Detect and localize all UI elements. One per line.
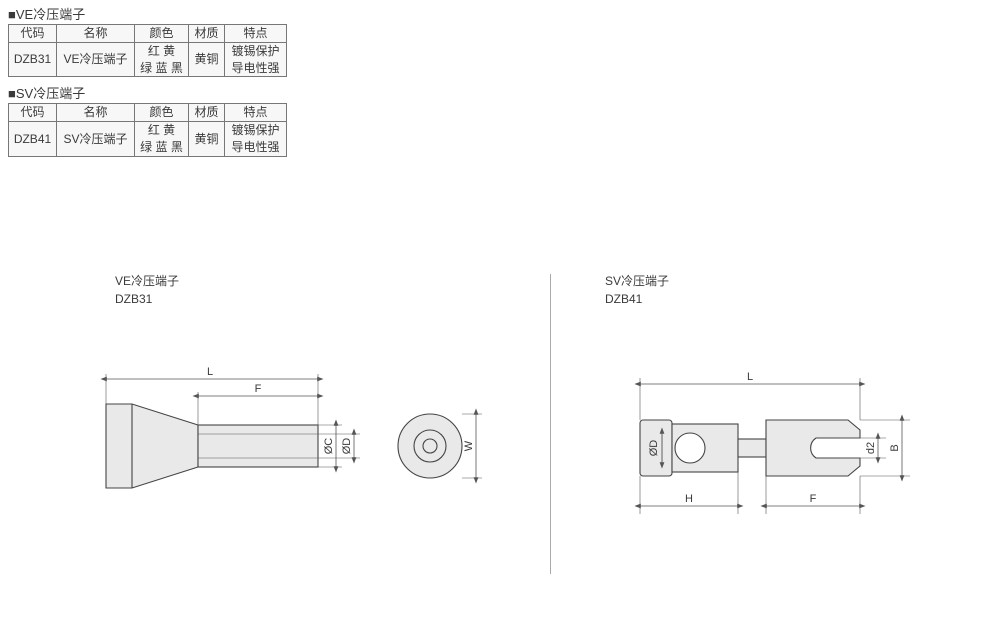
diagram2-svg: L H F ØD d2 B: [590, 344, 970, 544]
cell-name: SV冷压端子: [57, 122, 135, 157]
cell-code: DZB31: [9, 42, 57, 77]
svg-text:L: L: [207, 366, 213, 378]
svg-text:d2: d2: [865, 442, 877, 454]
svg-text:W: W: [463, 440, 475, 451]
table-row: DZB31 VE冷压端子 红 黄绿 蓝 黑 黄铜 镀锡保护导电性强: [9, 42, 287, 77]
spec-table-sv: 代码 名称 颜色 材质 特点 DZB41 SV冷压端子 红 黄绿 蓝 黑 黄铜 …: [8, 103, 287, 156]
col-color: 颜色: [135, 25, 189, 43]
table-header-row: 代码 名称 颜色 材质 特点: [9, 104, 287, 122]
svg-text:ØC: ØC: [323, 438, 335, 455]
cell-feature: 镀锡保护导电性强: [225, 122, 287, 157]
svg-text:H: H: [685, 493, 693, 505]
col-feature: 特点: [225, 25, 287, 43]
section1-title: VE冷压端子: [8, 4, 992, 23]
table-header-row: 代码 名称 颜色 材质 特点: [9, 25, 287, 43]
cell-code: DZB41: [9, 122, 57, 157]
svg-text:B: B: [889, 444, 901, 451]
col-code: 代码: [9, 104, 57, 122]
section2-title: SV冷压端子: [8, 83, 992, 102]
cell-feature: 镀锡保护导电性强: [225, 42, 287, 77]
cell-material: 黄铜: [189, 42, 225, 77]
spec-table-ve: 代码 名称 颜色 材质 特点 DZB31 VE冷压端子 红 黄绿 蓝 黑 黄铜 …: [8, 24, 287, 77]
cell-color: 红 黄绿 蓝 黑: [135, 122, 189, 157]
svg-text:F: F: [255, 383, 262, 395]
svg-text:L: L: [747, 371, 753, 383]
cell-name: VE冷压端子: [57, 42, 135, 77]
svg-text:ØD: ØD: [341, 438, 353, 455]
col-material: 材质: [189, 104, 225, 122]
diagram1-svg: L F ØC ØD W: [70, 344, 510, 544]
diagram1-label: VE冷压端子DZB31: [115, 272, 179, 308]
cell-color: 红 黄绿 蓝 黑: [135, 42, 189, 77]
cell-material: 黄铜: [189, 122, 225, 157]
diagram2-label: SV冷压端子DZB41: [605, 272, 669, 308]
col-code: 代码: [9, 25, 57, 43]
col-color: 颜色: [135, 104, 189, 122]
svg-text:ØD: ØD: [648, 440, 660, 457]
diagram-separator: [550, 274, 551, 574]
col-feature: 特点: [225, 104, 287, 122]
svg-text:F: F: [810, 493, 817, 505]
col-name: 名称: [57, 104, 135, 122]
col-name: 名称: [57, 25, 135, 43]
col-material: 材质: [189, 25, 225, 43]
table-row: DZB41 SV冷压端子 红 黄绿 蓝 黑 黄铜 镀锡保护导电性强: [9, 122, 287, 157]
